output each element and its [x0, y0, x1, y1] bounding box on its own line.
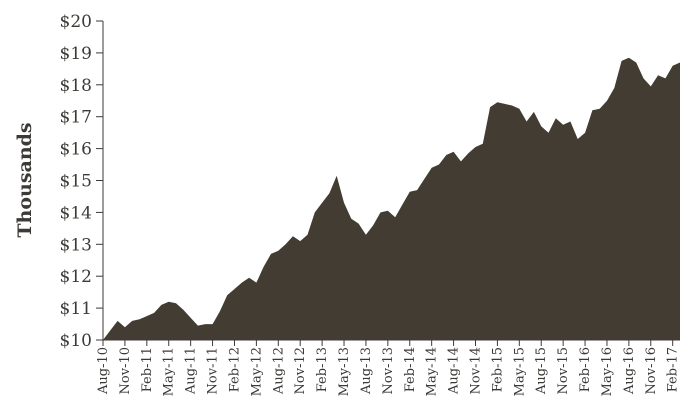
x-tick-label: Aug-11 — [184, 347, 199, 395]
y-tick-label: $13 — [60, 235, 92, 255]
x-tick-label: Aug-16 — [622, 347, 637, 395]
x-tick-label: May-11 — [162, 347, 177, 396]
x-tick-label: Nov-10 — [118, 347, 133, 394]
x-tick-label: Nov-14 — [469, 347, 484, 394]
y-tick-label: $10 — [60, 331, 92, 351]
y-tick-label: $15 — [60, 172, 92, 192]
x-tick-label: Feb-17 — [666, 347, 681, 392]
y-tick-label: $12 — [60, 267, 92, 287]
x-tick-label: May-13 — [337, 347, 352, 396]
y-tick-label: $18 — [60, 76, 92, 96]
x-tick-label: Feb-14 — [403, 347, 418, 392]
x-tick-label: Feb-15 — [490, 347, 505, 392]
x-tick-label: Feb-11 — [140, 347, 155, 392]
x-tick-label: Aug-14 — [447, 347, 462, 395]
x-tick-label: Nov-12 — [293, 347, 308, 394]
x-tick-label: Aug-12 — [271, 347, 286, 395]
x-tick-label: Nov-16 — [644, 347, 659, 394]
x-tick-label: May-15 — [512, 347, 527, 396]
x-tick-label: Nov-13 — [381, 347, 396, 394]
y-tick-labels: $10 $11 $12 $13 $14 $15 $16 $17 $18 $19 $20 — [60, 12, 92, 351]
y-tick-label: $20 — [60, 12, 92, 32]
x-tick-label: Feb-13 — [315, 347, 330, 392]
y-axis-title: Thousands — [14, 122, 36, 237]
y-tick-label: $14 — [60, 203, 92, 223]
y-tick-label: $16 — [60, 140, 92, 160]
x-tick-label: May-14 — [425, 347, 440, 396]
area-series — [103, 57, 680, 340]
x-tick-label: Aug-15 — [534, 347, 549, 395]
x-tick-label: Aug-13 — [359, 347, 374, 395]
x-tick-label: Feb-16 — [578, 347, 593, 392]
x-tick-label: May-12 — [249, 347, 264, 396]
area-layer — [103, 57, 680, 340]
axes — [96, 20, 680, 346]
x-tick-label: Nov-15 — [556, 347, 571, 394]
y-tick-label: $17 — [60, 108, 92, 128]
x-tick-labels: Aug-10 Nov-10 Feb-11 May-11 Aug-11 Nov-11 Feb-… — [96, 347, 681, 396]
y-tick-label: $11 — [60, 299, 92, 319]
x-tick-label: May-16 — [600, 347, 615, 396]
x-tick-label: Feb-12 — [228, 347, 243, 392]
x-tick-label: Aug-10 — [96, 347, 111, 395]
y-tick-label: $19 — [60, 44, 92, 64]
x-tick-label: Nov-11 — [206, 347, 221, 394]
